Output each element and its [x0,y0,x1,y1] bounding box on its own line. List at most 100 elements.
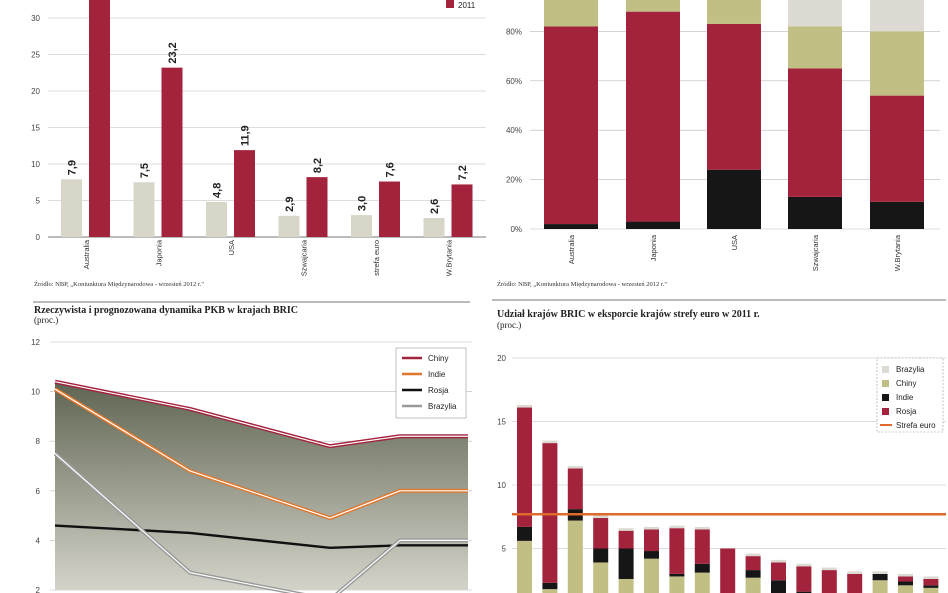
chart1-ytick-label: 20 [31,87,40,96]
chart1-data-label: 7,6 [385,162,397,177]
chart4-bar-segment [669,573,685,577]
chart1-category-label: Japonia [155,239,164,266]
chart4-bar-segment [745,553,761,557]
chart4-bar-segment [796,591,812,593]
chart4-legend-label: Indie [896,393,914,402]
chart1-bar [89,0,110,237]
chart3-legend-label: Brazylia [428,402,457,411]
chart2-bar-segment [626,0,680,12]
chart3-series-line-inner [54,453,468,593]
chart1-bar [161,67,183,237]
chart1-data-label: 2,6 [429,199,441,214]
chart2-bar-segment [626,221,680,229]
chart1-bar [306,177,328,237]
chart1-ytick-label: 25 [31,51,40,60]
chart4-bar-segment [542,440,558,444]
chart4: Udział krajów BRIC w eksporcie krajów st… [492,299,946,593]
chart2-category-label: Japonia [649,234,658,261]
chart4-ytick-label: 15 [497,418,506,427]
chart1-bar [234,150,255,237]
chart1-ytick-label: 15 [31,124,40,133]
chart1-data-label: 8,2 [312,158,324,173]
chart4-bar-segment [669,576,685,593]
chart4-bar-segment [923,576,939,579]
chart4-bar-segment [796,563,812,567]
chart3-legend-label: Rosja [428,386,449,395]
chart4-bar-segment [593,562,609,593]
chart4-bar-segment [745,570,761,578]
chart4-bar-segment [517,407,532,527]
chart1-data-label: 7,5 [139,163,151,178]
chart4-bar-segment [644,558,659,593]
chart4-bar-segment [821,567,837,571]
chart3-legend-label: Chiny [428,354,448,363]
chart4-bar-segment [771,562,786,581]
chart4-bar-segment [796,566,812,592]
chart4-subtitle: (proc.) [497,320,521,330]
chart1-ytick-label: 10 [31,160,40,169]
chart3-legend-label: Indie [428,370,446,379]
chart4-legend-swatch [882,394,889,401]
chart1-source: Źródło: NBP, „Koniunktura Międzynarodowa… [34,280,204,288]
chart3-series-line-inner [54,388,468,519]
chart4-legend-swatch [882,380,889,387]
chart4-bar-segment [771,559,786,563]
chart2-bar-segment [707,23,761,170]
chart4-bar-segment [898,576,913,582]
chart3-ytick-label: 6 [36,487,41,496]
chart2-ytick-label: 80% [506,27,522,36]
chart2-bar-segment [544,26,598,225]
chart1-bar [379,181,400,237]
chart2-bar-segment [870,95,924,202]
chart2-ytick-label: 0% [510,225,522,234]
chart1-bar [351,215,372,237]
chart4-ytick-label: 10 [497,481,506,490]
chart4-legend-swatch [882,408,889,415]
chart2-bar-segment [544,224,598,229]
chart4-bar-segment [517,404,532,408]
chart1-data-label: 2,9 [284,197,296,212]
chart2-category-label: Australia [567,234,576,264]
chart1-category-label: strefa euro [372,240,381,276]
chart4-bar-segment [618,528,634,531]
chart1-data-label: 7,2 [457,165,469,180]
chart1-bar [206,201,227,237]
chart3-legend: Chiny Indie Rosja Brazylia [395,347,467,419]
chart3-series-line-inner [54,381,468,447]
chart4-bar-segment [542,443,558,583]
chart2-bar-segment [788,0,842,27]
chart4-bar-segment [694,572,710,593]
chart3-ytick-label: 12 [31,338,40,347]
chart2-bar-segment [707,169,761,229]
chart4-bar-segment [644,529,659,552]
chart4-bar-segment [593,518,609,549]
chart4-ytick-label: 20 [497,354,506,363]
chart4-bar-segment [542,582,558,590]
chart1-bar [278,215,300,237]
chart4-bar-segment [644,551,659,559]
chart4-bar-segment [517,540,532,593]
chart4-bar-segment [669,525,685,529]
chart4-legend-label: Strefa euro [896,421,936,430]
chart4-bar-segment [694,529,710,564]
chart2-category-label: USA [730,235,739,250]
chart4-bar-segment [567,465,583,469]
chart2-category-label: Szwajcaria [811,234,820,271]
chart1-bar [451,184,473,237]
chart1-data-label: 3,0 [357,196,369,211]
chart4-legend-label: Brazylia [896,365,925,374]
chart4-bar-segment [694,526,710,530]
chart4-title: Udział krajów BRIC w eksporcie krajów st… [497,309,760,320]
chart2-ytick-label: 60% [506,77,522,86]
chart4-bar-segment [923,587,939,593]
chart4-bar-segment [745,577,761,593]
chart4-bar-segment [542,589,558,593]
chart4-bar-segment [720,548,736,593]
chart3-title: Rzeczywista i prognozowana dynamika PKB … [34,305,298,316]
chart4-bar-segment [898,585,913,593]
chart4-bar-segment [694,563,710,573]
chart4-ytick-label: 5 [502,545,507,554]
chart4-bar-segment [898,581,913,586]
chart3-ytick-label: 10 [31,388,40,397]
